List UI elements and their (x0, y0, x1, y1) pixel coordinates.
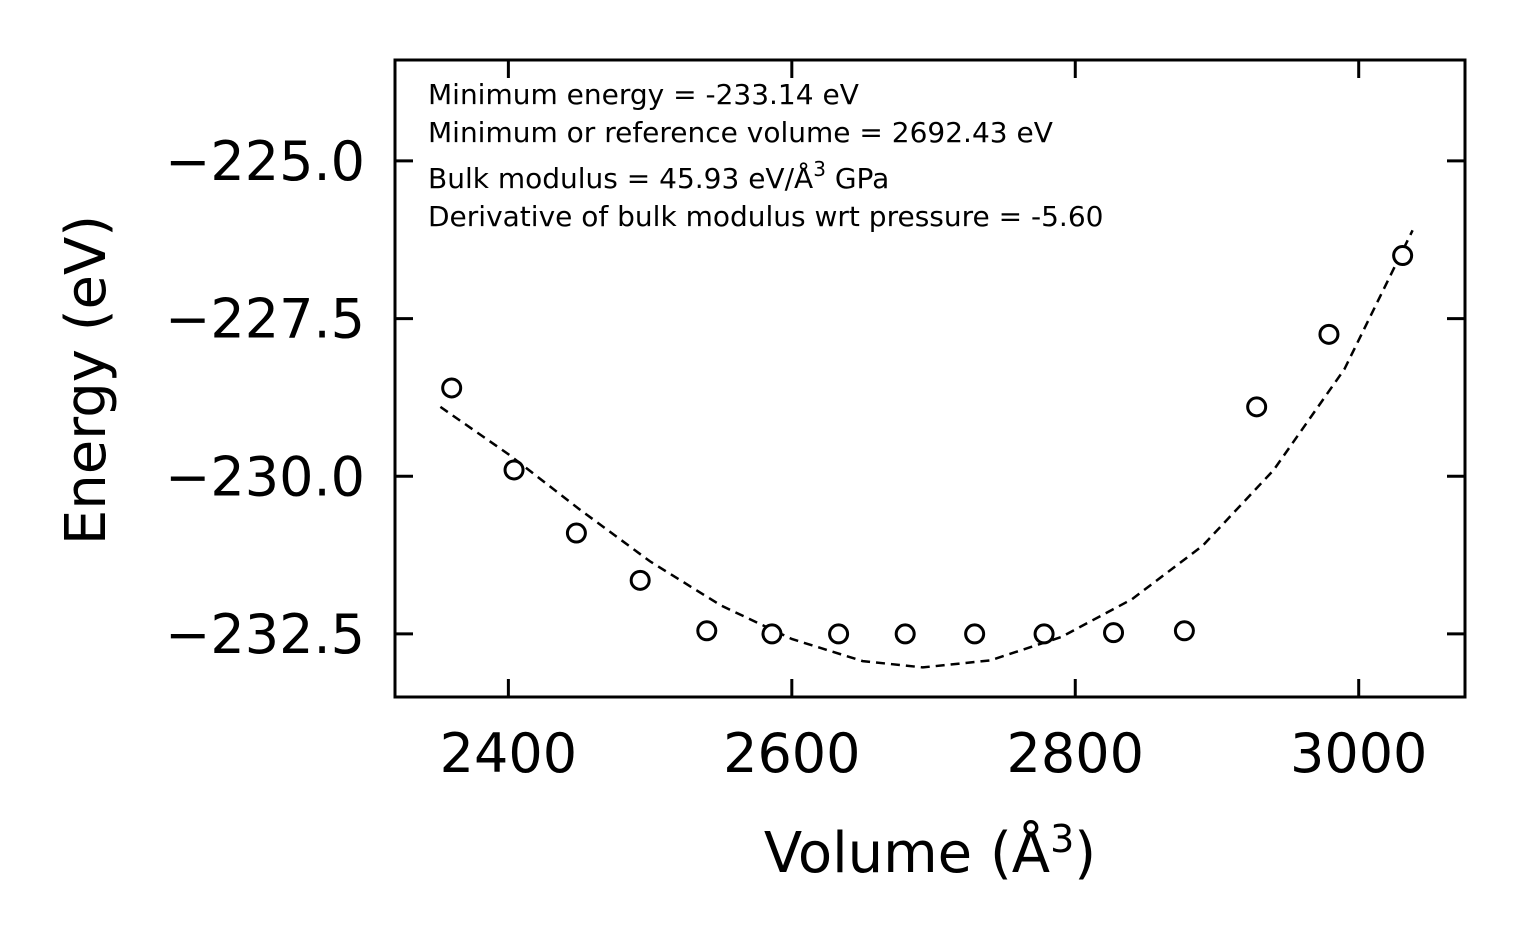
y-axis-title: Energy (eV) (54, 215, 119, 545)
data-point (441, 377, 463, 399)
data-point (1246, 396, 1268, 418)
y-tick-label: −230.0 (165, 445, 365, 508)
fit-curve (439, 229, 1414, 669)
data-point (1318, 323, 1340, 345)
annotation-bulk-derivative: Derivative of bulk modulus wrt pressure … (428, 200, 1103, 233)
y-tick-label: −225.0 (165, 130, 365, 193)
annotation-min-volume: Minimum or reference volume = 2692.43 eV (428, 116, 1053, 149)
data-point (696, 620, 718, 642)
data-point (964, 623, 986, 645)
x-axis-title: Volume (Å3) (764, 817, 1096, 886)
y-axis-ticks: −225.0 −227.5 −230.0 −232.5 (165, 130, 1465, 666)
data-point (1392, 245, 1414, 267)
data-point (828, 623, 850, 645)
data-point (503, 459, 525, 481)
data-point (761, 623, 783, 645)
x-tick-label: 2400 (440, 722, 577, 785)
x-tick-label: 3000 (1290, 722, 1427, 785)
x-axis-ticks: 2400 2600 2800 3000 (440, 60, 1427, 785)
data-point (1033, 623, 1055, 645)
y-tick-label: −227.5 (165, 288, 365, 351)
data-point (1173, 620, 1195, 642)
x-tick-label: 2600 (723, 722, 860, 785)
annotation-min-energy: Minimum energy = -233.14 eV (428, 78, 859, 111)
y-tick-label: −232.5 (165, 603, 365, 666)
plot-marks (439, 229, 1414, 669)
annotation-bulk-modulus: Bulk modulus = 45.93 eV/Å3 GPa (428, 157, 889, 195)
data-point (1103, 622, 1125, 644)
plot-frame (393, 58, 1467, 699)
x-tick-label: 2800 (1007, 722, 1144, 785)
data-point (894, 623, 916, 645)
data-point (565, 522, 587, 544)
data-point (629, 569, 651, 591)
fit-parameters-annotation: Minimum energy = -233.14 eV Minimum or r… (428, 78, 1103, 233)
